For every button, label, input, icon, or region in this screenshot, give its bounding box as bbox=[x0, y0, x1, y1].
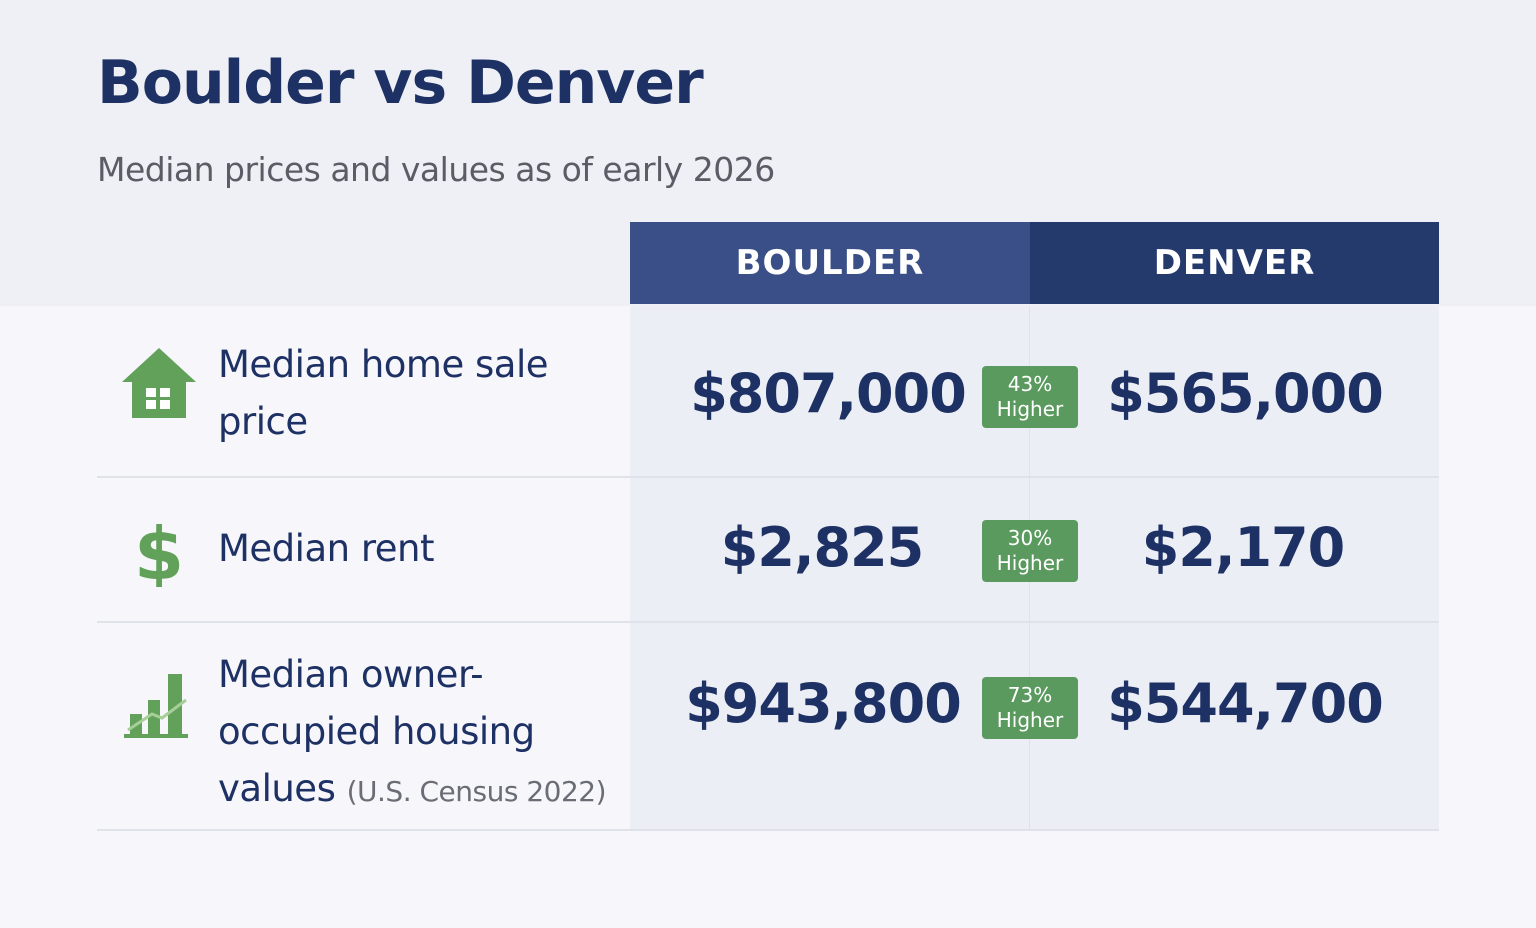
badge-word: Higher bbox=[996, 397, 1064, 421]
row-divider bbox=[97, 829, 1439, 831]
denver-value: $2,170 bbox=[1141, 516, 1345, 579]
row-divider bbox=[97, 621, 1439, 623]
title: Boulder vs Denver bbox=[97, 48, 704, 118]
badge-percent: 73% bbox=[1007, 683, 1053, 707]
row-note: (U.S. Census 2022) bbox=[346, 775, 607, 808]
house-icon bbox=[122, 348, 196, 418]
column-header: BOULDER bbox=[630, 222, 1030, 304]
column-header: DENVER bbox=[1030, 222, 1439, 304]
badge: 30% Higher bbox=[982, 520, 1078, 582]
badge-percent: 43% bbox=[1007, 372, 1053, 396]
badge: 43% Higher bbox=[982, 366, 1078, 428]
dollar-icon: $ bbox=[134, 515, 184, 587]
boulder-value: $2,825 bbox=[720, 516, 924, 579]
svg-text:$: $ bbox=[134, 515, 184, 587]
badge-word: Higher bbox=[996, 708, 1064, 732]
subtitle: Median prices and values as of early 202… bbox=[97, 150, 775, 189]
row-label-block: Median owner-occupied housing values (U.… bbox=[218, 646, 608, 820]
denver-value: $565,000 bbox=[1107, 362, 1384, 425]
badge-word: Higher bbox=[996, 551, 1064, 575]
badge: 73% Higher bbox=[982, 677, 1078, 739]
row-label: Median rent bbox=[218, 527, 434, 570]
row-label: Median owner-occupied housing values bbox=[218, 653, 535, 810]
badge-percent: 30% bbox=[1007, 526, 1053, 550]
boulder-value: $807,000 bbox=[690, 362, 967, 425]
chart-icon bbox=[124, 674, 188, 738]
boulder-value: $943,800 bbox=[685, 672, 962, 735]
row-label: Median home sale price bbox=[218, 343, 549, 443]
row-divider bbox=[97, 476, 1439, 478]
denver-value: $544,700 bbox=[1107, 672, 1384, 735]
